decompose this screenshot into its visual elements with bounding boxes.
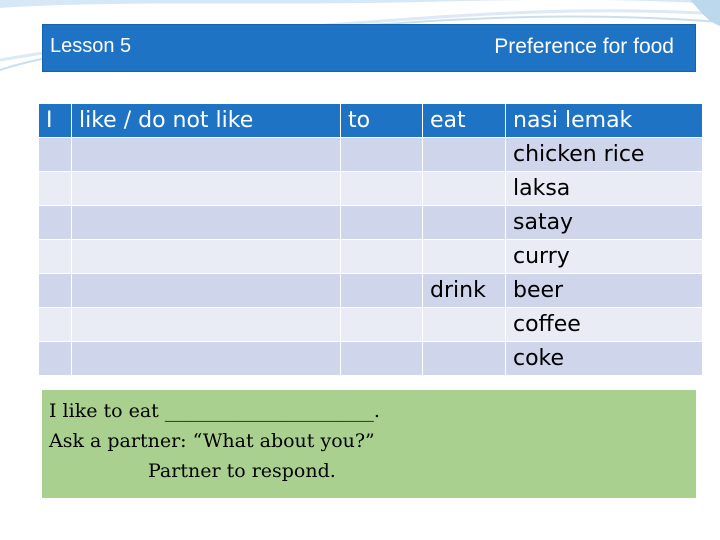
table-row: satay — [38, 205, 703, 240]
item-cell: laksa — [505, 171, 703, 206]
action-cell — [422, 205, 506, 240]
verb-cell — [71, 307, 341, 342]
instruction-box: I like to eat ______________________. As… — [42, 390, 696, 498]
to-cell — [340, 205, 423, 240]
action-cell — [422, 137, 506, 172]
to-cell: to — [340, 103, 423, 138]
verb-cell — [71, 137, 341, 172]
subject-cell — [38, 307, 72, 342]
table-row: coffee — [38, 307, 703, 342]
verb-cell: like / do not like — [71, 103, 341, 138]
table-row: curry — [38, 239, 703, 274]
verb-cell — [71, 273, 341, 308]
instruction-line-1: I like to eat ______________________. — [49, 400, 380, 422]
to-cell — [340, 171, 423, 206]
title-banner: Lesson 5 Preference for food — [42, 24, 696, 72]
subject-cell — [38, 239, 72, 274]
table-row: drink beer — [38, 273, 703, 308]
action-cell — [422, 239, 506, 274]
subject-cell — [38, 171, 72, 206]
verb-cell — [71, 239, 341, 274]
action-cell — [422, 341, 506, 376]
action-cell: eat — [422, 103, 506, 138]
subject-cell — [38, 341, 72, 376]
to-cell — [340, 239, 423, 274]
subject-cell — [38, 273, 72, 308]
subject-cell — [38, 205, 72, 240]
subject-cell: I — [38, 103, 72, 138]
lesson-label: Lesson 5 — [50, 35, 132, 57]
subject-cell — [38, 137, 72, 172]
instruction-line-3: Partner to respond. — [148, 460, 336, 482]
item-cell: satay — [505, 205, 703, 240]
verb-cell — [71, 171, 341, 206]
verb-cell — [71, 341, 341, 376]
item-cell: coke — [505, 341, 703, 376]
item-cell: nasi lemak — [505, 103, 703, 138]
to-cell — [340, 307, 423, 342]
verb-cell — [71, 205, 341, 240]
action-cell: drink — [422, 273, 506, 308]
action-cell — [422, 171, 506, 206]
table-row: coke — [38, 341, 703, 376]
action-cell — [422, 307, 506, 342]
topic-title: Preference for food — [494, 35, 674, 58]
item-cell: coffee — [505, 307, 703, 342]
to-cell — [340, 273, 423, 308]
item-cell: chicken rice — [505, 137, 703, 172]
table-row: laksa — [38, 171, 703, 206]
item-cell: beer — [505, 273, 703, 308]
table-row: chicken rice — [38, 137, 703, 172]
instruction-line-2: Ask a partner: “What about you?” — [49, 430, 375, 452]
to-cell — [340, 341, 423, 376]
item-cell: curry — [505, 239, 703, 274]
to-cell — [340, 137, 423, 172]
